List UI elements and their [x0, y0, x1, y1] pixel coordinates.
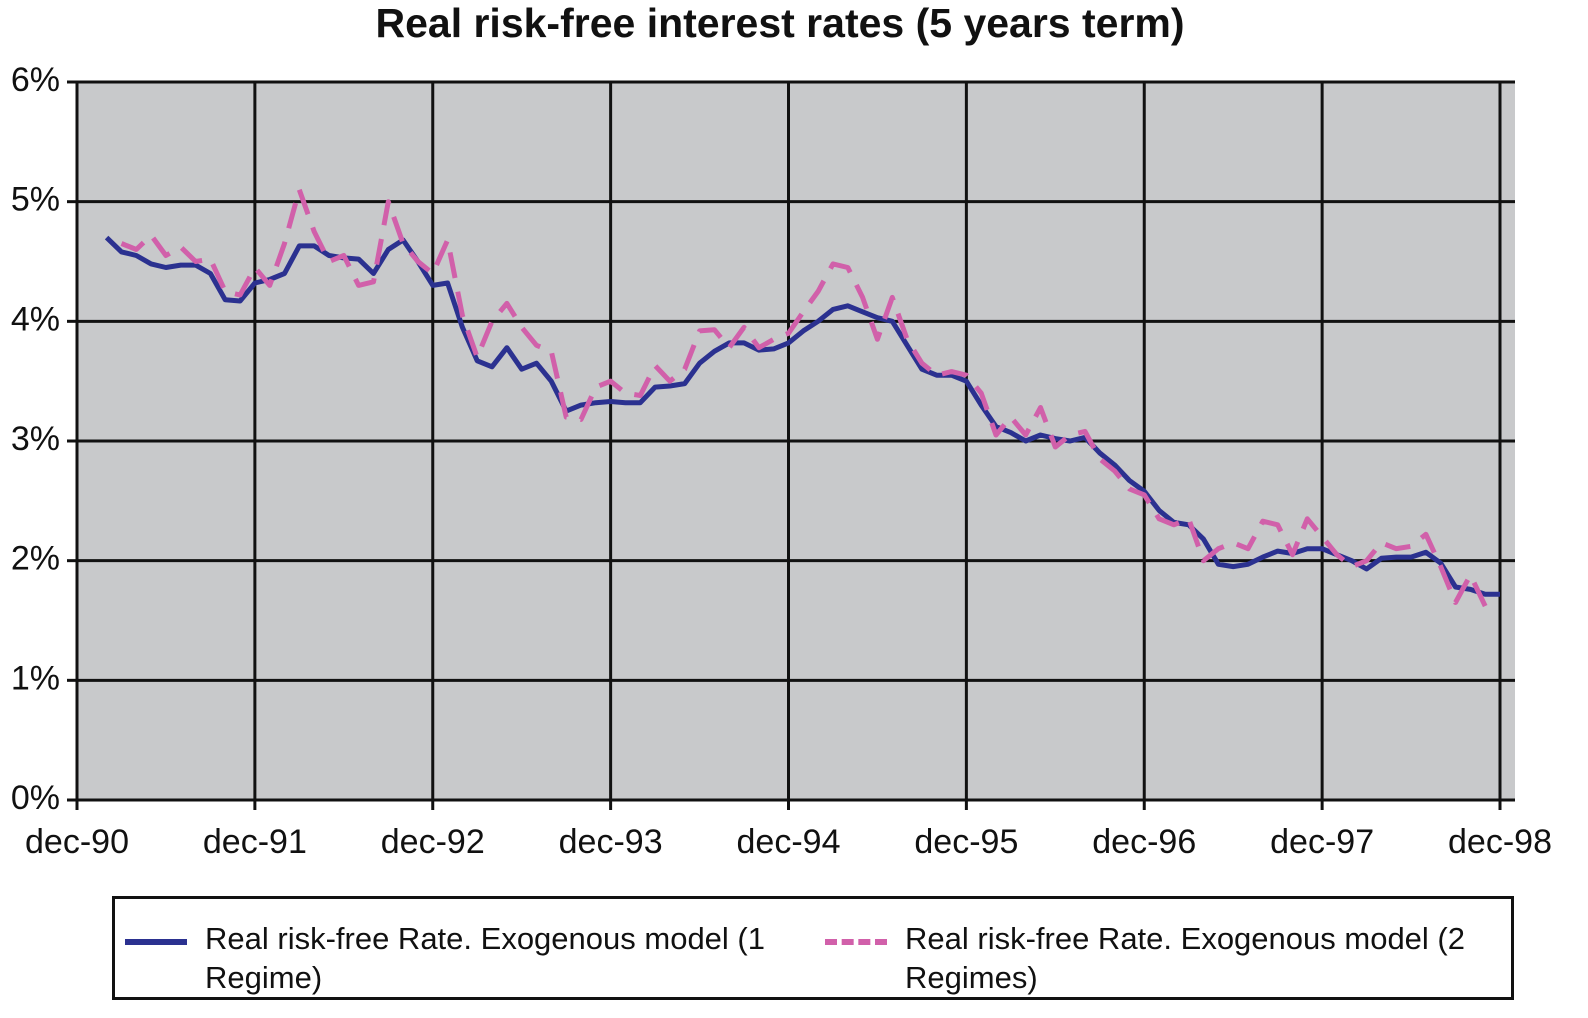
- x-tick-label: dec-91: [203, 823, 307, 861]
- x-tick-label: dec-90: [25, 823, 129, 861]
- x-tick-label: dec-94: [737, 823, 841, 861]
- y-tick-label: 3%: [11, 420, 60, 458]
- legend-swatch: [825, 939, 887, 945]
- series-line: [120, 187, 1488, 608]
- x-tick-label: dec-92: [381, 823, 485, 861]
- y-tick-label: 4%: [11, 300, 60, 338]
- legend-label: Real risk-free Rate. Exogenous model (1 …: [205, 921, 765, 995]
- x-tick-label: dec-93: [559, 823, 663, 861]
- legend-swatch: [125, 939, 187, 945]
- y-tick-label: 0%: [11, 779, 60, 817]
- y-tick-label: 1%: [11, 659, 60, 697]
- x-tick-label: dec-98: [1448, 823, 1552, 861]
- chart-title: Real risk-free interest rates (5 years t…: [375, 0, 1184, 46]
- legend-label: Real risk-free Rate. Exogenous model (2 …: [905, 921, 1465, 995]
- x-tick-label: dec-95: [914, 823, 1018, 861]
- chart: Real risk-free interest rates (5 years t…: [11, 0, 1552, 861]
- y-tick-label: 6%: [11, 61, 60, 99]
- y-tick-label: 2%: [11, 540, 60, 578]
- x-tick-label: dec-97: [1270, 823, 1374, 861]
- x-tick-label: dec-96: [1092, 823, 1196, 861]
- legend: Real risk-free Rate. Exogenous model (1 …: [112, 896, 1514, 1000]
- y-tick-label: 5%: [11, 181, 60, 219]
- legend-entry: Real risk-free Rate. Exogenous model (1 …: [125, 919, 795, 997]
- legend-entry: Real risk-free Rate. Exogenous model (2 …: [825, 919, 1495, 997]
